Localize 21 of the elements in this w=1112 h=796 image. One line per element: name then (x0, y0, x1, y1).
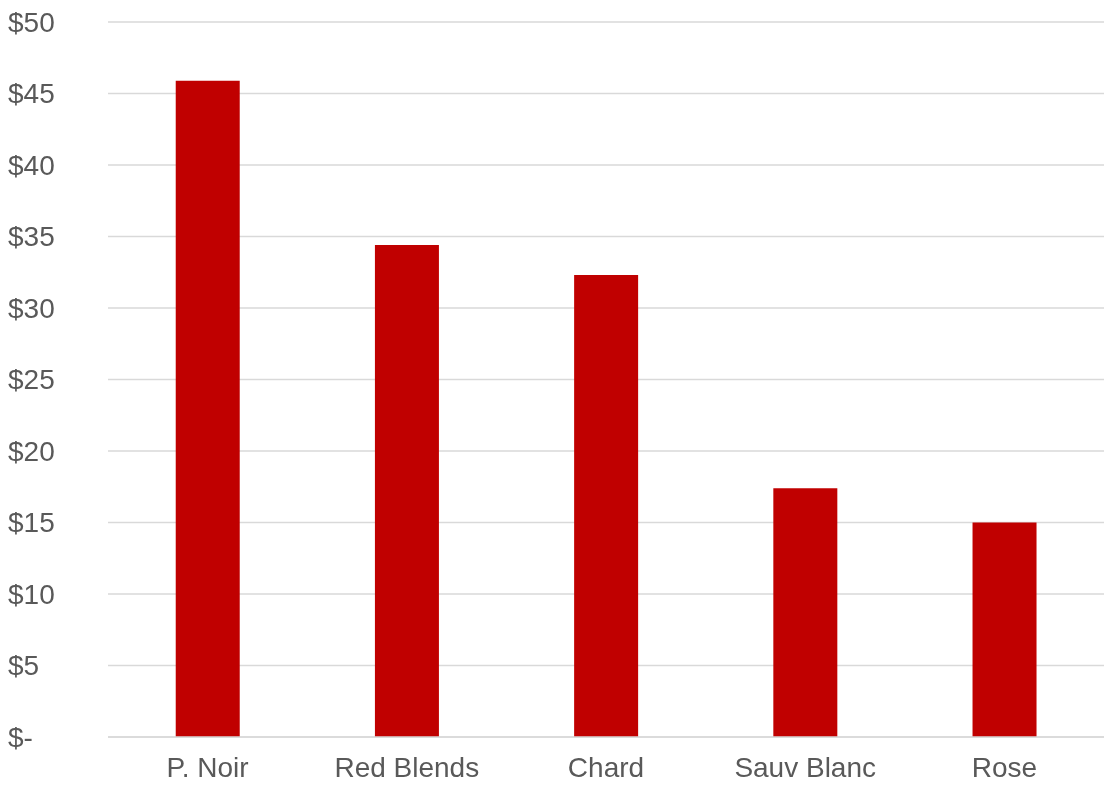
y-tick-label: $30 (8, 292, 55, 324)
y-tick-label: $45 (8, 78, 55, 110)
y-tick-label: $15 (8, 507, 55, 539)
bar (175, 80, 240, 737)
y-tick-label: $10 (8, 578, 55, 610)
x-tick-label: P. Noir (166, 751, 249, 783)
bar (972, 522, 1037, 737)
x-tick-label: Sauv Blanc (734, 751, 877, 783)
y-tick-label: $25 (8, 364, 55, 396)
bar (374, 245, 439, 737)
y-tick-label: $50 (8, 6, 55, 38)
y-tick-label: $20 (8, 435, 55, 467)
y-tick-label: $- (8, 721, 33, 753)
y-tick-label: $40 (8, 149, 55, 181)
x-tick-label: Chard (567, 751, 645, 783)
y-tick-label: $5 (8, 650, 40, 682)
x-tick-label: Rose (971, 751, 1038, 783)
y-tick-label: $35 (8, 221, 55, 253)
bar (773, 488, 838, 737)
bar (574, 275, 639, 737)
x-tick-label: Red Blends (334, 751, 480, 783)
